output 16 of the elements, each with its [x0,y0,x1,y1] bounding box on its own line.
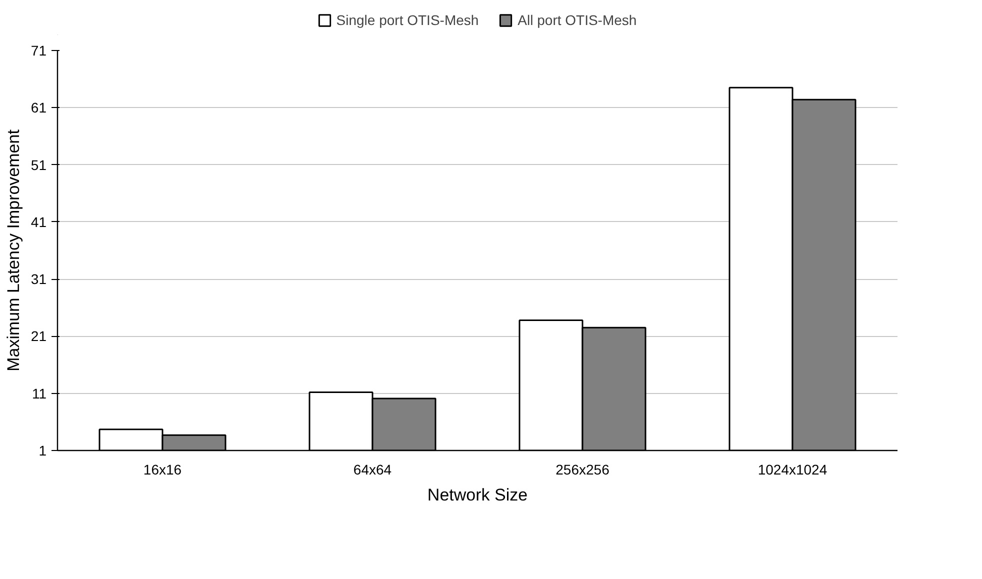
legend-label: Single port OTIS-Mesh [336,12,479,28]
y-tick-label: 41 [30,214,47,230]
y-tick-label: 21 [30,328,47,344]
x-tick-label: 16x16 [143,462,182,478]
x-tick-label: 64x64 [353,462,392,478]
x-axis-title: Network Size [427,486,528,504]
y-tick-label: 31 [30,271,47,288]
x-tick-label: 256x256 [556,462,610,478]
y-tick-label: 71 [30,42,47,58]
y-tick-label: 61 [30,100,47,116]
y-tick-label: 51 [30,156,47,173]
y-axis-title: Maximum Latency Improvement [4,129,23,372]
y-tick-label: 1 [38,442,47,458]
y-tick-label: 11 [32,385,47,402]
x-tick-label: 1024x1024 [758,462,828,478]
legend-label: All port OTIS-Mesh [518,12,637,28]
